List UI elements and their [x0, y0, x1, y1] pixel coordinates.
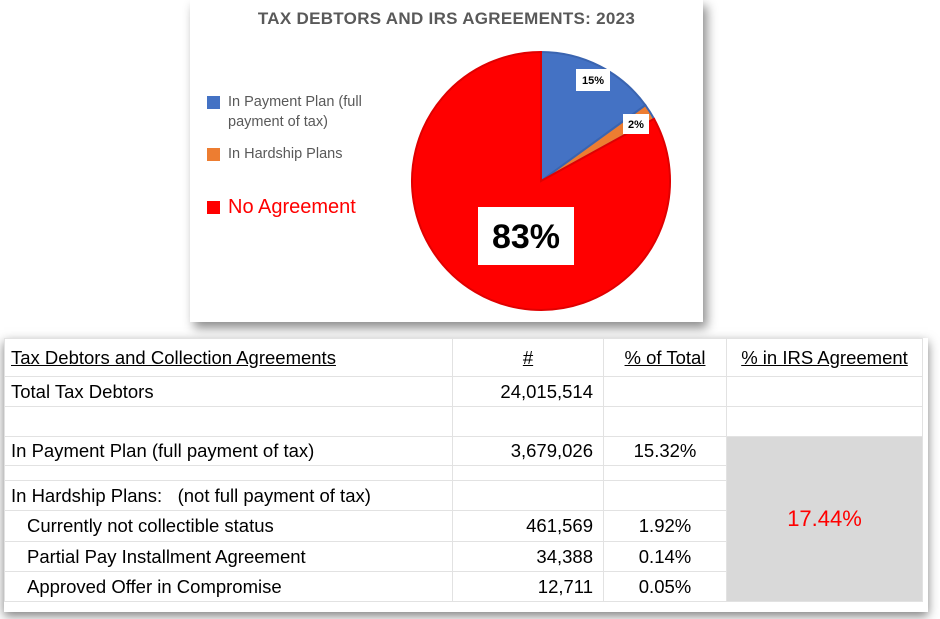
pct-cell: 0.05%: [603, 571, 727, 602]
count-cell: 461,569: [452, 510, 604, 542]
legend-swatch: [207, 148, 220, 161]
pie-slice-0: [540, 50, 647, 183]
empty-cell: [603, 465, 727, 481]
pct-cell: 15.32%: [603, 436, 727, 466]
empty-cell: [452, 480, 604, 511]
pie-slice-2: [411, 50, 671, 311]
data-label-1: 2%: [623, 114, 649, 134]
legend-label: In Hardship Plans: [228, 146, 343, 162]
irs-agreement-pct: 17.44%: [726, 436, 923, 602]
header-row: Tax Debtors and Collection Agreements # …: [4, 338, 923, 377]
legend-label: In Payment Plan (full payment of tax): [228, 92, 362, 132]
empty-cell: [726, 406, 923, 437]
table-row: Total Tax Debtors 24,015,514: [4, 376, 923, 407]
empty-cell: [4, 465, 453, 481]
count-cell: 24,015,514: [452, 376, 604, 407]
blank-row: [4, 406, 923, 437]
header-cell: % of Total: [603, 338, 727, 377]
data-label-0: 15%: [576, 69, 610, 91]
legend-item-no-agreement: No Agreement: [207, 194, 356, 220]
empty-cell: [603, 406, 727, 437]
table-row: In Payment Plan (full payment of tax) 3,…: [4, 436, 923, 602]
header-cell: #: [452, 338, 604, 377]
row-label: In Hardship Plans: (not full payment of …: [4, 480, 453, 511]
table-row: Approved Offer in Compromise 12,711 0.05…: [4, 571, 923, 602]
legend-line: payment of tax): [228, 114, 328, 130]
chart-title: TAX DEBTORS AND IRS AGREEMENTS: 2023: [257, 9, 636, 28]
header-cell: Tax Debtors and Collection Agreements: [4, 338, 453, 377]
empty-cell: [726, 376, 923, 407]
empty-cell: [452, 406, 604, 437]
table-row: In Hardship Plans: (not full payment of …: [4, 480, 923, 511]
row-label: Partial Pay Installment Agreement: [4, 541, 453, 572]
svg-text:15%: 15%: [582, 75, 604, 87]
agreements-table: Tax Debtors and Collection Agreements # …: [4, 338, 923, 602]
row-label: Currently not collectible status: [4, 510, 453, 542]
row-label: Approved Offer in Compromise: [4, 571, 453, 602]
count-cell: 34,388: [452, 541, 604, 572]
empty-cell: [603, 480, 727, 511]
count-cell: 3,679,026: [452, 436, 604, 466]
pct-cell: 1.92%: [603, 510, 727, 542]
empty-cell: [452, 465, 604, 481]
empty-cell: [4, 406, 453, 437]
header-cell: % in IRS Agreement: [726, 338, 923, 377]
svg-text:2%: 2%: [628, 119, 644, 131]
data-table-panel: Tax Debtors and Collection Agreements # …: [4, 338, 928, 612]
pie-chart-panel: TAX DEBTORS AND IRS AGREEMENTS: 2023 In …: [190, 0, 703, 322]
legend-label: No Agreement: [228, 196, 356, 218]
table-row: Currently not collectible status 461,569…: [4, 510, 923, 542]
empty-cell: [603, 376, 727, 407]
legend-line: In Payment Plan (full: [228, 94, 362, 110]
legend-swatch: [207, 201, 220, 214]
legend-item-hardship: In Hardship Plans: [207, 144, 342, 164]
pie-svg: 15% 2% 83%: [411, 50, 671, 311]
data-label-2: 83%: [478, 207, 574, 265]
pct-cell: 0.14%: [603, 541, 727, 572]
legend-swatch: [207, 96, 220, 109]
row-label: Total Tax Debtors: [4, 376, 453, 407]
row-label: In Payment Plan (full payment of tax): [4, 436, 453, 466]
legend-item-payment-plan: In Payment Plan (full payment of tax): [207, 92, 362, 132]
svg-text:83%: 83%: [492, 218, 560, 256]
count-cell: 12,711: [452, 571, 604, 602]
table-row: Partial Pay Installment Agreement 34,388…: [4, 541, 923, 572]
